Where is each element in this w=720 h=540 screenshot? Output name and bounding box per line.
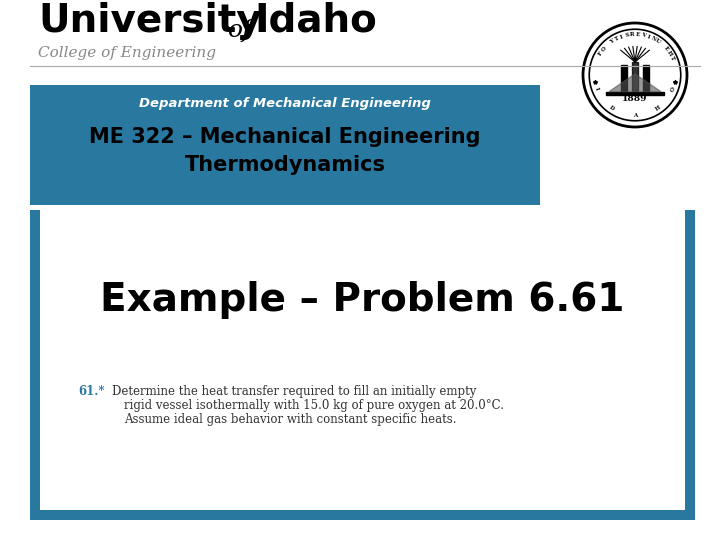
Text: I: I bbox=[647, 34, 650, 39]
Text: T: T bbox=[669, 55, 675, 61]
Circle shape bbox=[583, 23, 687, 127]
Text: Idaho: Idaho bbox=[254, 2, 377, 40]
Text: University: University bbox=[38, 2, 261, 40]
Text: U: U bbox=[654, 38, 662, 45]
Text: of: of bbox=[228, 19, 252, 42]
Circle shape bbox=[589, 29, 681, 121]
Bar bbox=[30, 210, 695, 520]
Text: I: I bbox=[594, 87, 600, 91]
Text: O: O bbox=[670, 86, 676, 92]
Polygon shape bbox=[643, 65, 649, 92]
Text: R: R bbox=[630, 32, 635, 37]
Text: College of Engineering: College of Engineering bbox=[38, 46, 216, 60]
Polygon shape bbox=[606, 92, 664, 94]
Bar bbox=[40, 210, 685, 510]
Text: Thermodynamics: Thermodynamics bbox=[184, 155, 385, 175]
Text: D: D bbox=[608, 105, 615, 112]
Text: T: T bbox=[613, 36, 620, 42]
Polygon shape bbox=[632, 62, 638, 91]
Text: O: O bbox=[600, 45, 608, 52]
Text: A: A bbox=[633, 113, 637, 118]
Text: Determine the heat transfer required to fill an initially empty: Determine the heat transfer required to … bbox=[112, 385, 477, 398]
Polygon shape bbox=[609, 74, 661, 92]
Text: 1889: 1889 bbox=[622, 94, 648, 103]
Text: E: E bbox=[662, 45, 669, 52]
Text: Department of Mechanical Engineering: Department of Mechanical Engineering bbox=[139, 97, 431, 110]
Text: N: N bbox=[650, 36, 657, 42]
Text: Example – Problem 6.61: Example – Problem 6.61 bbox=[100, 281, 625, 319]
Text: I: I bbox=[620, 34, 624, 39]
Text: 61.*: 61.* bbox=[78, 385, 105, 398]
Text: E: E bbox=[636, 32, 640, 37]
Polygon shape bbox=[621, 65, 627, 92]
Text: H: H bbox=[665, 50, 672, 57]
Text: Assume ideal gas behavior with constant specific heats.: Assume ideal gas behavior with constant … bbox=[124, 413, 456, 426]
Text: V: V bbox=[641, 32, 646, 38]
Text: F: F bbox=[598, 50, 604, 56]
Text: S: S bbox=[624, 32, 629, 38]
Text: ME 322 – Mechanical Engineering: ME 322 – Mechanical Engineering bbox=[89, 127, 481, 147]
Text: H: H bbox=[654, 105, 662, 112]
Bar bbox=[30, 85, 540, 205]
Text: Y: Y bbox=[609, 38, 615, 45]
Text: rigid vessel isothermally with 15.0 kg of pure oxygen at 20.0°C.: rigid vessel isothermally with 15.0 kg o… bbox=[124, 399, 504, 412]
